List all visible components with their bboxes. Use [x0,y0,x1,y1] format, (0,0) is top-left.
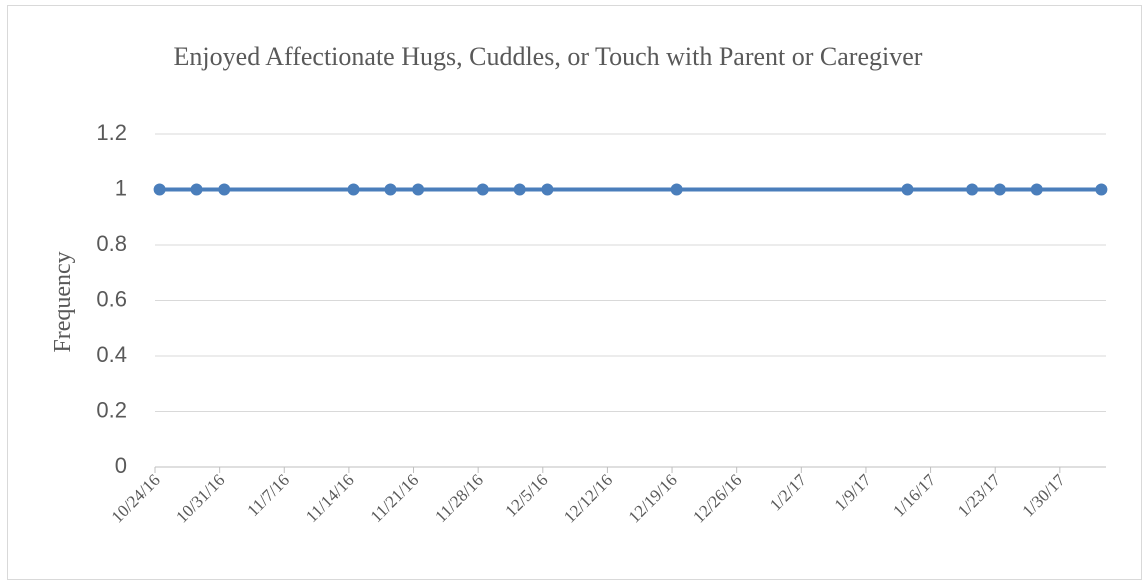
y-tick-label: 0.2 [96,397,127,422]
x-tick-label: 10/24/16 [108,470,164,526]
point [218,183,231,196]
x-tick-label: 12/26/16 [689,470,745,526]
x-tick-label: 11/21/16 [367,470,423,526]
point [513,183,526,196]
y-tick-label: 0 [115,453,127,478]
x-tick-label: 11/28/16 [431,470,487,526]
y-tick-label: 1 [115,175,127,200]
x-tick-label: 1/2/17 [766,470,811,515]
point [190,183,203,196]
x-tick-label: 10/31/16 [172,470,228,526]
point [670,183,683,196]
chart-title: Enjoyed Affectionate Hugs, Cuddles, or T… [173,42,923,71]
point [384,183,397,196]
x-tick-label: 1/23/17 [954,470,1005,521]
x-tick-label: 1/16/17 [889,470,940,521]
point [347,183,360,196]
x-tick-label: 11/14/16 [302,470,358,526]
point [1030,183,1043,196]
point [1095,183,1108,196]
point [412,183,425,196]
y-tick-label: 0.4 [96,342,127,367]
point [476,183,489,196]
point [993,183,1006,196]
point [966,183,979,196]
x-tick-label: 1/9/17 [831,470,876,515]
point [901,183,914,196]
point [153,183,166,196]
y-tick-label: 0.8 [96,231,127,256]
point [541,183,554,196]
x-tick-label: 12/5/16 [501,470,551,520]
y-tick-label: 0.6 [96,286,127,311]
y-tick-label: 1.2 [96,120,127,145]
x-tick-label: 11/7/16 [243,470,293,520]
x-tick-label: 12/12/16 [560,470,616,526]
y-axis-label: Frequency [50,251,76,352]
x-tick-label: 12/19/16 [625,470,681,526]
x-tick-label: 1/30/17 [1018,470,1069,521]
